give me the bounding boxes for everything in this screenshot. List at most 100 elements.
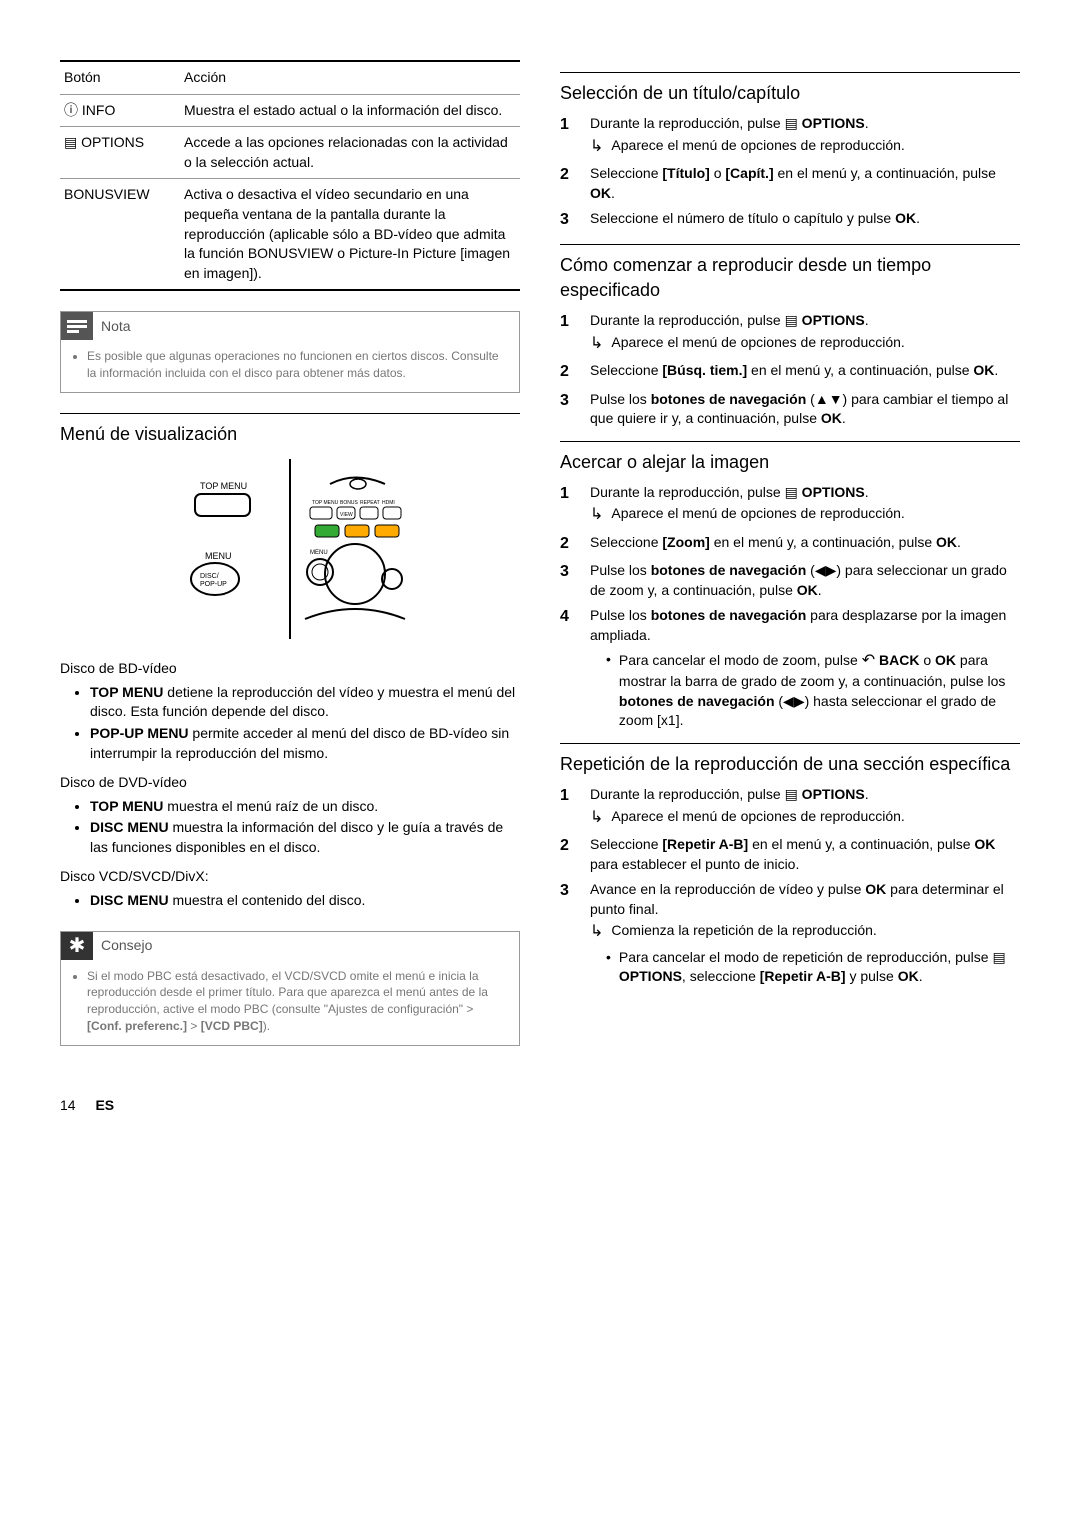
cell-action: Accede a las opciones relacionadas con l… (180, 127, 520, 179)
table-header-row: Botón Acción (60, 61, 520, 94)
svg-text:VIEW: VIEW (340, 512, 353, 518)
back-icon (862, 652, 875, 668)
step: 1 Durante la reproducción, pulse OPTIONS… (560, 311, 1020, 355)
remote-svg: TOP MENU MENU DISC/ POP-UP TOP MENU BONU… (160, 459, 420, 639)
vcd-list: DISC MENU muestra el contenido del disco… (90, 891, 520, 911)
step: 3 Avance en la reproducción de vídeo y p… (560, 880, 1020, 987)
heading-menu-visualizacion: Menú de visualización (60, 422, 520, 447)
divider (560, 441, 1020, 442)
svg-text:REPEAT: REPEAT (360, 500, 380, 506)
tip-header: ✱ Consejo (61, 932, 519, 964)
arrow-icon (590, 807, 603, 829)
tip-box: ✱ Consejo Si el modo PBC está desactivad… (60, 931, 520, 1046)
sub-bullet: Para cancelar el modo de zoom, pulse BAC… (606, 650, 1020, 731)
options-icon (785, 484, 798, 500)
step: 3 Seleccione el número de título o capít… (560, 209, 1020, 231)
divider (560, 244, 1020, 245)
svg-text:TOP MENU: TOP MENU (200, 481, 247, 491)
tip-body: Si el modo PBC está desactivado, el VCD/… (61, 964, 519, 1045)
step: 1 Durante la reproducción, pulse OPTIONS… (560, 483, 1020, 527)
arrow-icon (590, 333, 603, 355)
list-item: DISC MENU muestra la información del dis… (90, 818, 520, 857)
svg-text:TOP MENU: TOP MENU (312, 500, 339, 506)
page-columns: Botón Acción INFO Muestra el estado actu… (60, 60, 1020, 1066)
note-icon (61, 312, 93, 340)
list-item: DISC MENU muestra el contenido del disco… (90, 891, 520, 911)
tip-title: Consejo (101, 936, 152, 956)
dvd-list: TOP MENU muestra el menú raíz de un disc… (90, 797, 520, 858)
info-icon (64, 102, 82, 118)
right-column: Selección de un título/capítulo 1 Durant… (560, 60, 1020, 1066)
options-icon (785, 115, 798, 131)
step: 3 Pulse los botones de navegación (◀▶) p… (560, 561, 1020, 600)
step: 2 Seleccione [Zoom] en el menú y, a cont… (560, 533, 1020, 555)
left-column: Botón Acción INFO Muestra el estado actu… (60, 60, 520, 1066)
arrow-icon (590, 921, 603, 943)
step: 2 Seleccione [Repetir A-B] en el menú y,… (560, 835, 1020, 874)
step: 4 Pulse los botones de navegación para d… (560, 606, 1020, 730)
step: 2 Seleccione [Búsq. tiem.] en el menú y,… (560, 361, 1020, 383)
heading-tiempo: Cómo comenzar a reproducir desde un tiem… (560, 253, 1020, 303)
step: 3 Pulse los botones de navegación (▲▼) p… (560, 390, 1020, 429)
step: 1 Durante la reproducción, pulse OPTIONS… (560, 114, 1020, 158)
steps-titulo: 1 Durante la reproducción, pulse OPTIONS… (560, 114, 1020, 232)
list-item: TOP MENU detiene la reproducción del víd… (90, 683, 520, 722)
options-icon (64, 134, 81, 150)
options-icon (992, 949, 1005, 965)
steps-tiempo: 1 Durante la reproducción, pulse OPTIONS… (560, 311, 1020, 429)
options-icon (785, 312, 798, 328)
list-item: POP-UP MENU permite acceder al menú del … (90, 724, 520, 763)
divider (560, 743, 1020, 744)
note-body: Es posible que algunas operaciones no fu… (61, 344, 519, 392)
steps-zoom: 1 Durante la reproducción, pulse OPTIONS… (560, 483, 1020, 731)
page-number: 14 (60, 1097, 76, 1113)
step: 2 Seleccione [Título] o [Capít.] en el m… (560, 164, 1020, 203)
heading-seleccion-titulo: Selección de un título/capítulo (560, 81, 1020, 106)
note-text: Es posible que algunas operaciones no fu… (87, 348, 509, 382)
table-row: BONUSVIEW Activa o desactiva el vídeo se… (60, 179, 520, 290)
cell-action: Activa o desactiva el vídeo secundario e… (180, 179, 520, 290)
steps-repeat: 1 Durante la reproducción, pulse OPTIONS… (560, 785, 1020, 987)
divider (560, 72, 1020, 73)
step: 1 Durante la reproducción, pulse OPTIONS… (560, 785, 1020, 829)
substep: Aparece el menú de opciones de reproducc… (590, 807, 1020, 829)
table-row: INFO Muestra el estado actual o la infor… (60, 94, 520, 127)
sub-bullet: Para cancelar el modo de repetición de r… (606, 948, 1020, 987)
note-box: Nota Es posible que algunas operaciones … (60, 311, 520, 393)
svg-text:POP-UP: POP-UP (200, 581, 227, 588)
subheading-dvd: Disco de DVD-vídeo (60, 773, 520, 793)
col-header-boton: Botón (60, 61, 180, 94)
svg-text:DISC/: DISC/ (200, 573, 219, 580)
heading-zoom: Acercar o alejar la imagen (560, 450, 1020, 475)
remote-diagram: TOP MENU MENU DISC/ POP-UP TOP MENU BONU… (60, 459, 520, 639)
arrow-icon (590, 136, 603, 158)
button-action-table: Botón Acción INFO Muestra el estado actu… (60, 60, 520, 291)
cell-btn: OPTIONS (60, 127, 180, 179)
tip-text: Si el modo PBC está desactivado, el VCD/… (87, 968, 509, 1035)
note-header: Nota (61, 312, 519, 344)
asterisk-icon: ✱ (61, 932, 93, 960)
heading-repeat: Repetición de la reproducción de una sec… (560, 752, 1020, 777)
note-title: Nota (101, 317, 131, 337)
svg-text:BONUS: BONUS (340, 500, 358, 506)
substep: Aparece el menú de opciones de reproducc… (590, 136, 1020, 158)
page-footer: 14 ES (60, 1096, 1020, 1116)
list-item: TOP MENU muestra el menú raíz de un disc… (90, 797, 520, 817)
cell-action: Muestra el estado actual o la informació… (180, 94, 520, 127)
substep: Aparece el menú de opciones de reproducc… (590, 504, 1020, 526)
arrow-icon (590, 504, 603, 526)
subheading-vcd: Disco VCD/SVCD/DivX: (60, 867, 520, 887)
svg-text:MENU: MENU (310, 550, 328, 556)
cell-btn: INFO (60, 94, 180, 127)
substep: Comienza la repetición de la reproducció… (590, 921, 1020, 943)
svg-text:MENU: MENU (205, 551, 232, 561)
bd-list: TOP MENU detiene la reproducción del víd… (90, 683, 520, 763)
cell-btn: BONUSVIEW (60, 179, 180, 290)
svg-text:HDMI: HDMI (382, 500, 395, 506)
col-header-accion: Acción (180, 61, 520, 94)
language-code: ES (95, 1097, 114, 1113)
subheading-bd: Disco de BD-vídeo (60, 659, 520, 679)
divider (60, 413, 520, 414)
options-icon (785, 786, 798, 802)
table-row: OPTIONS Accede a las opciones relacionad… (60, 127, 520, 179)
